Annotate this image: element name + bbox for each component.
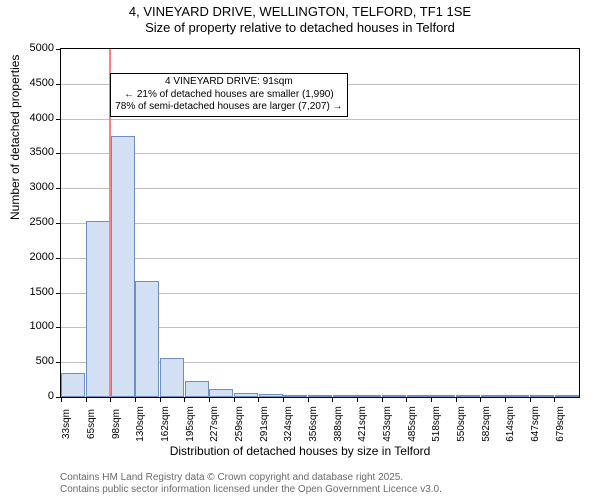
x-tick-label: 162sqm: [160, 406, 171, 442]
histogram-bar: [382, 395, 406, 397]
y-tick-label: 2500: [0, 216, 54, 228]
y-tickmark: [56, 49, 61, 50]
annotation-line: 4 VINEYARD DRIVE: 91sqm: [115, 76, 342, 89]
x-tick-label: 421sqm: [357, 406, 368, 442]
histogram-bar: [530, 395, 554, 397]
histogram-chart: 4 VINEYARD DRIVE: 91sqm← 21% of detached…: [60, 48, 580, 398]
x-tickmark: [332, 397, 333, 402]
x-tick-label: 259sqm: [234, 406, 245, 442]
gridline: [61, 153, 579, 154]
histogram-bar: [259, 394, 283, 397]
x-tickmark: [530, 397, 531, 402]
gridline: [61, 258, 579, 259]
gridline: [61, 188, 579, 189]
x-tickmark: [209, 397, 210, 402]
histogram-bar: [456, 395, 480, 397]
x-tickmark: [308, 397, 309, 402]
annotation-box: 4 VINEYARD DRIVE: 91sqm← 21% of detached…: [110, 73, 347, 117]
histogram-bar: [555, 395, 579, 397]
x-tickmark: [505, 397, 506, 402]
x-tick-label: 485sqm: [407, 406, 418, 442]
x-tick-label: 33sqm: [61, 409, 72, 439]
x-tick-label: 582sqm: [481, 406, 492, 442]
histogram-bar: [481, 395, 505, 397]
x-tick-label: 453sqm: [382, 406, 393, 442]
x-tick-label: 356sqm: [308, 406, 319, 442]
x-tickmark: [554, 397, 555, 402]
histogram-bar: [160, 358, 184, 397]
x-tick-label: 550sqm: [456, 406, 467, 442]
y-tick-label: 0: [0, 390, 54, 402]
histogram-bar: [61, 373, 85, 397]
x-tick-label: 195sqm: [185, 406, 196, 442]
x-tick-label: 65sqm: [86, 409, 97, 439]
x-tickmark: [86, 397, 87, 402]
x-tick-label: 647sqm: [530, 406, 541, 442]
x-axis-label: Distribution of detached houses by size …: [0, 444, 600, 458]
histogram-bar: [209, 389, 233, 397]
y-tick-label: 2000: [0, 251, 54, 263]
page-subtitle: Size of property relative to detached ho…: [0, 20, 600, 36]
histogram-bar: [407, 395, 431, 397]
histogram-bar: [505, 395, 529, 397]
attribution-footer: Contains HM Land Registry data © Crown c…: [60, 472, 442, 496]
histogram-bar: [283, 395, 307, 397]
footer-line-2: Contains public sector information licen…: [60, 484, 442, 496]
histogram-bar: [86, 221, 110, 397]
histogram-bar: [185, 381, 209, 397]
histogram-bar: [357, 395, 381, 397]
gridline: [61, 223, 579, 224]
x-tick-label: 227sqm: [209, 406, 220, 442]
footer-line-1: Contains HM Land Registry data © Crown c…: [60, 472, 442, 484]
x-tickmark: [406, 397, 407, 402]
histogram-bar: [234, 393, 258, 397]
x-tickmark: [480, 397, 481, 402]
y-tick-label: 4500: [0, 77, 54, 89]
x-tickmark: [160, 397, 161, 402]
x-tickmark: [234, 397, 235, 402]
y-tick-label: 3500: [0, 146, 54, 158]
gridline: [61, 119, 579, 120]
x-tick-label: 679sqm: [555, 406, 566, 442]
x-tickmark: [382, 397, 383, 402]
title-block: 4, VINEYARD DRIVE, WELLINGTON, TELFORD, …: [0, 0, 600, 35]
x-tickmark: [283, 397, 284, 402]
histogram-bar: [308, 395, 332, 397]
histogram-bar: [431, 395, 455, 397]
y-tick-label: 1500: [0, 286, 54, 298]
x-tick-label: 518sqm: [431, 406, 442, 442]
x-tickmark: [110, 397, 111, 402]
y-tick-label: 500: [0, 355, 54, 367]
x-tick-label: 130sqm: [135, 406, 146, 442]
x-tickmark: [357, 397, 358, 402]
histogram-bar: [111, 136, 135, 397]
x-tickmark: [135, 397, 136, 402]
x-tickmark: [184, 397, 185, 402]
y-tick-label: 1000: [0, 320, 54, 332]
x-tick-label: 98sqm: [111, 409, 122, 439]
y-tick-label: 3000: [0, 181, 54, 193]
x-tickmark: [258, 397, 259, 402]
page-title: 4, VINEYARD DRIVE, WELLINGTON, TELFORD, …: [0, 4, 600, 20]
x-tick-label: 388sqm: [333, 406, 344, 442]
histogram-bar: [135, 281, 159, 397]
x-tickmark: [61, 397, 62, 402]
y-tick-label: 5000: [0, 42, 54, 54]
histogram-bar: [333, 395, 357, 397]
x-tick-label: 291sqm: [259, 406, 270, 442]
x-tick-label: 614sqm: [505, 406, 516, 442]
annotation-line: 78% of semi-detached houses are larger (…: [115, 101, 342, 114]
x-tickmark: [456, 397, 457, 402]
x-tick-label: 324sqm: [283, 406, 294, 442]
x-tickmark: [431, 397, 432, 402]
annotation-line: ← 21% of detached houses are smaller (1,…: [115, 89, 342, 102]
y-tick-label: 4000: [0, 112, 54, 124]
